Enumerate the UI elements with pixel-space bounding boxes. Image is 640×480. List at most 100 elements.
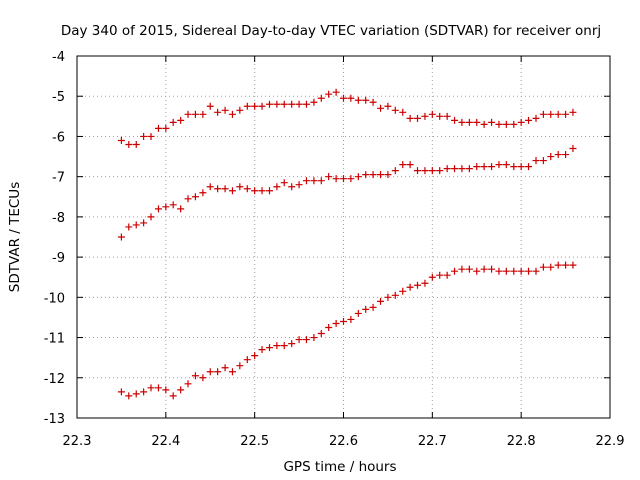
data-point [184,110,192,118]
data-point [288,100,296,108]
data-point [554,110,562,118]
data-point [495,120,503,128]
data-point [332,319,340,327]
x-tick-label: 22.7 [418,434,447,449]
data-point [399,287,407,295]
data-point [391,167,399,175]
data-point [362,171,370,179]
data-point [228,368,236,376]
data-point [214,185,222,193]
x-tick-label: 22.3 [63,434,92,449]
data-point [510,163,518,171]
data-point [184,380,192,388]
data-points [117,88,577,400]
data-point [340,175,347,183]
data-point [266,344,274,352]
data-point [236,362,244,370]
data-point [436,167,444,175]
data-point [451,165,459,173]
data-point [406,283,414,291]
data-point [251,352,259,360]
data-point [199,374,207,382]
data-point [569,145,577,153]
data-point [391,106,399,114]
data-point [317,94,325,102]
data-point [288,183,296,191]
data-point [340,94,347,102]
data-point [177,116,185,124]
data-point [199,110,207,118]
data-point [295,181,303,189]
y-tick-label: -11 [44,332,65,347]
data-point [228,187,236,195]
data-point [273,183,281,191]
data-point [406,161,414,169]
data-point [532,157,540,165]
data-point [206,368,214,376]
data-point [206,183,214,191]
y-tick-label: -8 [52,211,65,226]
y-tick-label: -12 [44,372,65,387]
data-point [206,102,214,110]
data-point [169,392,177,400]
data-point [317,177,325,185]
data-point [480,120,488,128]
data-point [310,334,318,342]
data-point [266,187,274,195]
x-tick-label: 22.9 [596,434,625,449]
data-point [221,106,229,114]
data-point [302,336,310,344]
data-point [413,114,421,122]
data-point [302,177,310,185]
data-point [369,98,377,106]
data-point [532,267,540,275]
data-point [562,261,570,269]
data-point [369,303,377,311]
data-point [332,175,340,183]
data-point [562,110,570,118]
data-point [354,173,362,181]
data-point [391,291,399,299]
data-point [162,386,170,394]
data-point [221,185,229,193]
data-point [280,100,288,108]
data-point [510,267,518,275]
data-point [162,203,170,211]
data-point [280,179,288,187]
data-point [177,205,185,213]
y-tick-label: -5 [52,90,65,105]
data-point [295,336,303,344]
y-tick-label: -4 [52,50,65,65]
data-point [495,267,503,275]
data-point [140,219,148,227]
data-point [169,201,177,209]
data-point [310,98,318,106]
data-point [525,267,533,275]
data-point [421,112,429,120]
data-point [273,342,281,350]
data-point [288,340,296,348]
data-point [132,221,140,229]
data-point [525,116,533,124]
data-point [221,364,229,372]
data-point [399,108,407,116]
x-tick-label: 22.8 [507,434,536,449]
data-point [428,167,436,175]
data-point [413,281,421,289]
data-point [377,104,385,112]
data-point [236,183,244,191]
data-point [273,100,281,108]
data-point [436,112,444,120]
series-middle [117,145,577,241]
data-point [191,193,199,201]
data-point [495,161,503,169]
data-point [347,175,355,183]
data-point [154,205,162,213]
data-point [443,112,451,120]
y-tick-label: -13 [44,412,65,427]
data-point [562,151,570,159]
data-point [132,140,140,148]
data-point [347,94,355,102]
data-point [554,151,562,159]
data-point [399,161,407,169]
